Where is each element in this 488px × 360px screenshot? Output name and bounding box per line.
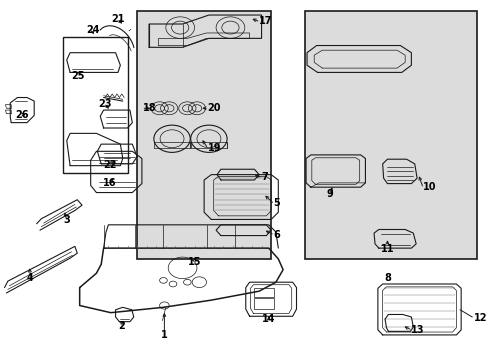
Text: 7: 7: [261, 172, 268, 182]
Text: 3: 3: [63, 215, 70, 225]
Text: 10: 10: [422, 182, 435, 192]
Text: 21: 21: [111, 14, 124, 24]
Text: 13: 13: [410, 325, 424, 335]
Text: 25: 25: [71, 71, 85, 81]
Text: 23: 23: [98, 99, 112, 109]
Text: 18: 18: [142, 103, 156, 113]
Text: 24: 24: [86, 25, 99, 35]
Text: 20: 20: [207, 103, 221, 113]
Text: 19: 19: [207, 143, 221, 153]
Bar: [137, 12, 270, 259]
Text: 9: 9: [326, 189, 333, 199]
Text: 14: 14: [262, 314, 275, 324]
Bar: [254, 298, 273, 309]
Bar: [63, 37, 127, 173]
Text: 15: 15: [187, 257, 201, 267]
Text: 8: 8: [383, 273, 390, 283]
Text: 2: 2: [118, 321, 124, 331]
Text: 16: 16: [103, 178, 116, 188]
Text: 26: 26: [16, 110, 29, 120]
Bar: [304, 12, 476, 259]
Text: 17: 17: [259, 17, 272, 27]
Bar: [254, 288, 273, 297]
Text: 1: 1: [161, 330, 167, 340]
Text: 11: 11: [380, 244, 393, 254]
Text: 22: 22: [103, 160, 116, 170]
Text: 12: 12: [473, 313, 486, 323]
Text: 6: 6: [273, 230, 280, 239]
Text: 5: 5: [273, 198, 280, 208]
Text: 4: 4: [27, 273, 34, 283]
